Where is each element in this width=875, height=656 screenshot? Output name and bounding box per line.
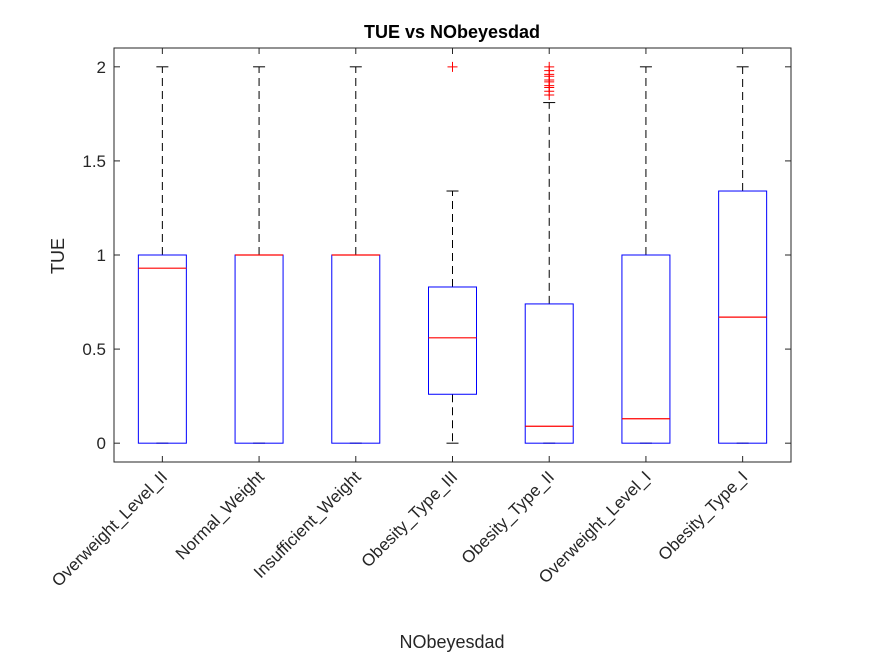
x-tick-label: Normal_Weight — [172, 467, 268, 563]
box-iqr — [621, 254, 671, 444]
y-tick-label: 1 — [97, 246, 106, 265]
box-iqr — [234, 254, 284, 444]
x-tick-label: Overweight_Level_II — [48, 467, 171, 590]
x-tick-label: Insufficient_Weight — [250, 467, 365, 582]
y-tick-label: 2 — [97, 58, 106, 77]
y-axis-label: TUE — [48, 238, 68, 274]
y-tick-label: 0.5 — [82, 340, 106, 359]
x-tick-label: Obesity_Type_III — [358, 467, 462, 571]
plot-area: 0 0.5 1 1.5 2 Overweight_Level_II Normal_Weigh… — [48, 47, 792, 590]
x-tick-label: Obesity_Type_II — [458, 467, 558, 567]
y-tick-label: 1.5 — [82, 152, 106, 171]
y-tick-label: 0 — [97, 434, 106, 453]
chart-title: TUE vs NObeyesdad — [364, 22, 540, 42]
box-iqr — [331, 254, 381, 444]
box-iqr — [428, 286, 477, 395]
x-tick-label: Obesity_Type_I — [655, 467, 752, 564]
box-iqr — [524, 303, 574, 444]
outlier-marker — [544, 61, 555, 72]
box-iqr — [137, 254, 187, 444]
outlier-marker — [447, 61, 458, 72]
x-axis-label: NObeyesdad — [399, 632, 504, 652]
